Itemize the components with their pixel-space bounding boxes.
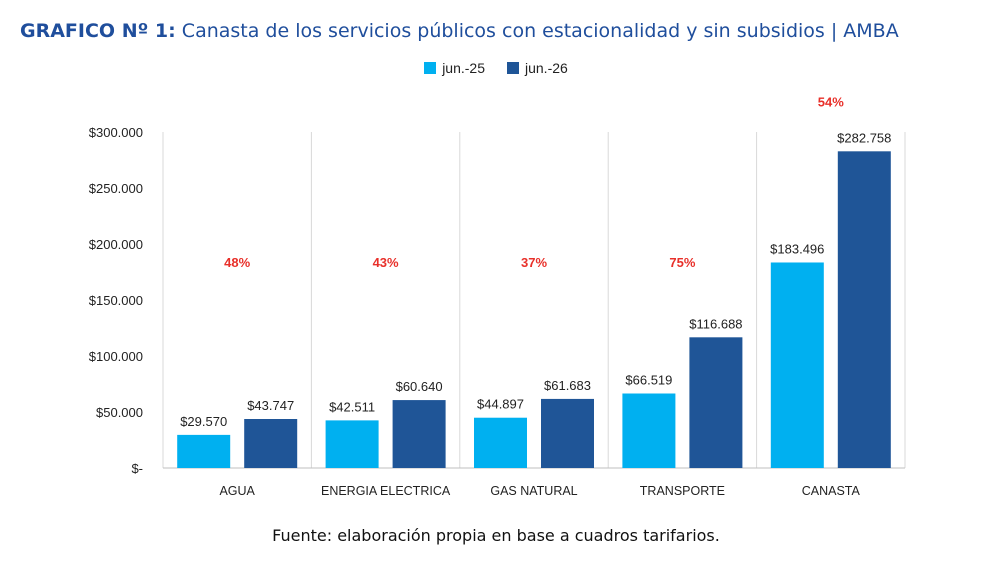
legend-swatch-series2 <box>507 62 519 74</box>
bar-series2 <box>541 398 594 468</box>
y-tick-label: $250.000 <box>89 181 143 196</box>
bar-value-label: $66.519 <box>625 372 672 387</box>
bar-value-label: $282.758 <box>837 130 891 145</box>
x-tick-label: TRANSPORTE <box>640 484 725 498</box>
y-tick-label: $300.000 <box>89 125 143 140</box>
bar-value-label: $44.897 <box>477 397 524 412</box>
bar-series1 <box>770 262 824 468</box>
bar-series1 <box>325 420 379 468</box>
y-tick-label: $200.000 <box>89 237 143 252</box>
chart-title-prefix: GRAFICO Nº 1: <box>20 20 176 42</box>
percent-change-label: 75% <box>669 255 695 270</box>
x-tick-label: GAS NATURAL <box>490 484 577 498</box>
chart-title-text: Canasta de los servicios públicos con es… <box>181 20 899 42</box>
bar-value-label: $183.496 <box>770 241 824 256</box>
bar-series2 <box>689 337 743 468</box>
bar-value-label: $61.683 <box>544 378 591 393</box>
bar-series1 <box>474 417 527 468</box>
bar-value-label: $116.688 <box>689 316 742 331</box>
source-note: Fuente: elaboración propia en base a cua… <box>272 526 720 545</box>
percent-change-label: 43% <box>373 255 399 270</box>
legend-item-series1: jun.-25 <box>424 60 485 76</box>
bar-series2 <box>837 151 891 468</box>
legend-item-series2: jun.-26 <box>507 60 568 76</box>
bar-value-label: $29.570 <box>180 414 227 429</box>
bar-value-label: $43.747 <box>247 398 294 413</box>
legend: jun.-25 jun.-26 <box>0 60 992 76</box>
y-tick-label: $- <box>131 461 143 476</box>
legend-swatch-series1 <box>424 62 437 74</box>
bar-series1 <box>177 434 231 468</box>
y-tick-label: $100.000 <box>89 349 143 364</box>
bar-series1 <box>622 393 676 468</box>
y-tick-label: $150.000 <box>89 293 143 308</box>
percent-change-label: 54% <box>818 94 844 109</box>
percent-change-label: 37% <box>521 255 547 270</box>
x-tick-label: ENERGIA ELECTRICA <box>321 484 451 498</box>
bar-value-label: $42.511 <box>329 399 375 414</box>
legend-label-series1: jun.-25 <box>442 60 485 76</box>
legend-label-series2: jun.-26 <box>525 60 568 76</box>
y-tick-label: $50.000 <box>96 405 143 420</box>
percent-change-label: 48% <box>224 255 250 270</box>
x-tick-label: CANASTA <box>802 484 861 498</box>
bar-series2 <box>392 400 446 468</box>
chart-title: GRAFICO Nº 1: Canasta de los servicios p… <box>20 20 899 42</box>
bar-series2 <box>244 419 298 468</box>
x-tick-label: AGUA <box>219 484 255 498</box>
bar-value-label: $60.640 <box>396 379 443 394</box>
